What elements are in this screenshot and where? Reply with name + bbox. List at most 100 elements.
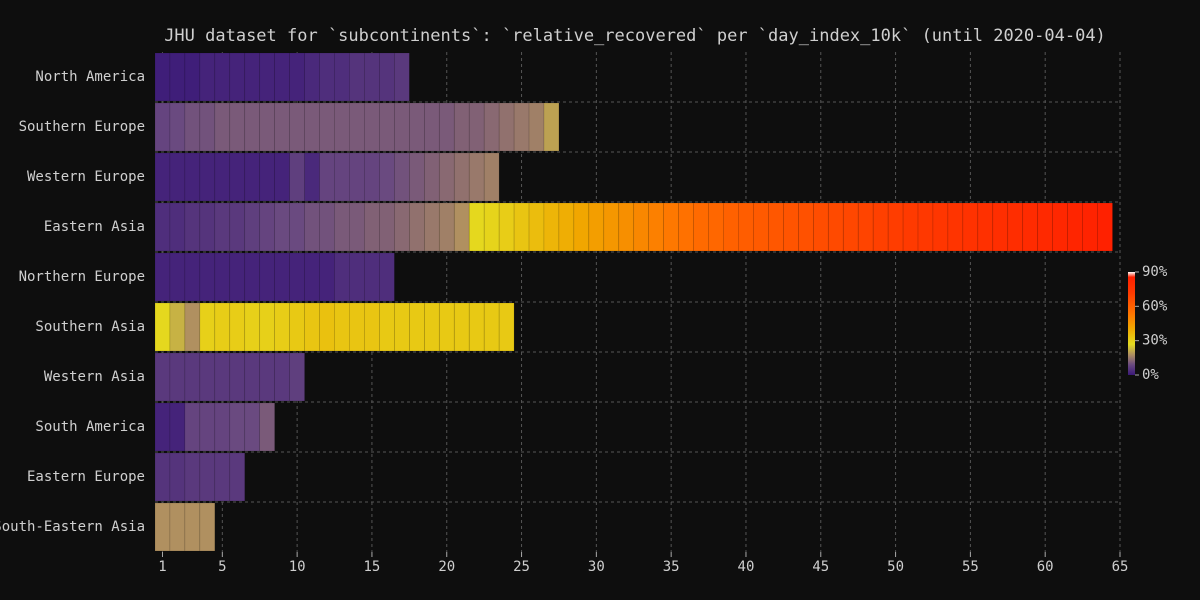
x-tick-label: 30 [588, 559, 605, 575]
cell [244, 102, 261, 152]
cell [887, 202, 904, 252]
category-label: Northern Europe [19, 269, 145, 285]
cell [513, 202, 530, 252]
cell [244, 52, 261, 102]
cell [184, 252, 201, 302]
cell [169, 152, 186, 202]
cell [334, 52, 350, 102]
category-label: Southern Asia [35, 319, 145, 335]
cell [184, 452, 201, 502]
cell [753, 202, 769, 252]
cell [438, 302, 455, 352]
cell [154, 202, 171, 252]
cell [498, 202, 515, 252]
cell [468, 152, 485, 202]
cell [289, 202, 305, 252]
cell [274, 352, 290, 402]
x-tick-label: 55 [962, 559, 979, 575]
cell [663, 202, 679, 252]
cell [453, 152, 470, 202]
cell [977, 202, 994, 252]
cell [349, 202, 365, 252]
cell [289, 252, 305, 302]
cell [229, 102, 246, 152]
cell [169, 252, 186, 302]
cell [274, 202, 290, 252]
cell [483, 202, 500, 252]
cell [154, 302, 171, 352]
cell [379, 302, 395, 352]
cell [259, 252, 275, 302]
cell [992, 202, 1009, 252]
cell [453, 202, 470, 252]
colorbar-tick-label: 60% [1142, 298, 1168, 314]
cell [304, 302, 320, 352]
cell [214, 452, 231, 502]
cell [798, 202, 814, 252]
cell [708, 202, 724, 252]
cell [528, 102, 545, 152]
cell [1067, 202, 1083, 252]
cell [603, 202, 620, 252]
cell [169, 102, 186, 152]
cell [334, 202, 350, 252]
cell [453, 302, 470, 352]
colorbar [1128, 272, 1135, 375]
cell [184, 402, 201, 452]
cell [184, 152, 201, 202]
cell [184, 102, 201, 152]
cell [274, 52, 290, 102]
cell [349, 102, 365, 152]
cell [364, 252, 380, 302]
cell [289, 352, 305, 402]
cell [274, 152, 290, 202]
colorbar-tick-label: 90% [1142, 264, 1168, 280]
cell [244, 302, 261, 352]
cell [768, 202, 784, 252]
cell [334, 252, 350, 302]
cell [199, 352, 216, 402]
cell [827, 202, 844, 252]
cell [334, 102, 350, 152]
cell [259, 402, 275, 452]
cell [857, 202, 874, 252]
cell [379, 52, 395, 102]
x-tick-label: 35 [663, 559, 680, 575]
cell [184, 502, 201, 552]
colorbar-tick-label: 0% [1142, 367, 1159, 383]
x-tick-label: 65 [1112, 559, 1129, 575]
x-tick-label: 60 [1037, 559, 1054, 575]
cell [468, 102, 485, 152]
cell [244, 352, 261, 402]
cell [394, 102, 410, 152]
cell [319, 102, 335, 152]
cell [349, 252, 365, 302]
cell [453, 102, 470, 152]
cell [409, 152, 425, 202]
cell [438, 152, 455, 202]
cell [902, 202, 919, 252]
cell [169, 52, 186, 102]
cell [169, 502, 186, 552]
cell [154, 352, 171, 402]
cell [274, 102, 290, 152]
cell [229, 352, 246, 402]
cell [229, 402, 246, 452]
cell [738, 202, 754, 252]
cell [932, 202, 949, 252]
cell [842, 202, 859, 252]
cell [214, 152, 231, 202]
cell [409, 202, 425, 252]
cell [244, 402, 261, 452]
cell [319, 252, 335, 302]
cell [349, 152, 365, 202]
cell [169, 302, 186, 352]
x-tick-label: 5 [218, 559, 226, 575]
cell [394, 202, 410, 252]
cell [334, 302, 350, 352]
x-tick-label: 15 [364, 559, 381, 575]
cell [154, 452, 171, 502]
cell [394, 302, 410, 352]
cell [319, 52, 335, 102]
cell [259, 302, 275, 352]
